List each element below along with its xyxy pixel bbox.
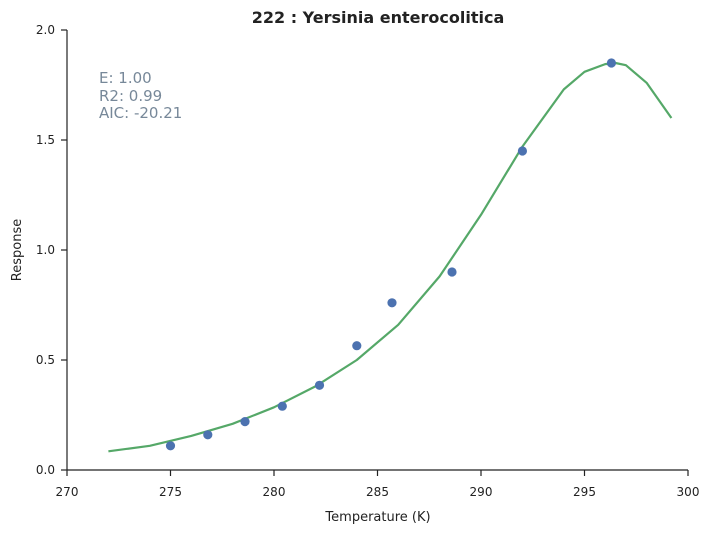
stat-r2: R2: 0.99 [99,87,162,105]
data-point [606,58,617,68]
stat-e: E: 1.00 [99,69,152,87]
data-point [165,441,176,451]
x-tick-label: 275 [159,485,182,499]
stat-aic: AIC: -20.21 [99,104,182,122]
x-tick-label: 285 [366,485,389,499]
x-axis-label: Temperature (K) [324,510,430,525]
data-point [203,430,213,440]
y-tick-label: 1.0 [36,243,55,257]
y-axis-label: Response [10,219,25,281]
x-axis-ticks: 270 275 280 285 290 295 300 [56,470,700,499]
stats-annotation: E: 1.00 R2: 0.99 AIC: -20.21 [99,69,182,122]
y-tick-label: 0.0 [36,463,55,477]
x-tick-label: 280 [263,485,286,499]
y-axis-ticks: 0.0 0.5 1.0 1.5 2.0 [36,23,67,477]
fit-curve-line [108,61,673,453]
y-tick-label: 1.5 [36,133,55,147]
data-point [277,401,287,411]
plot-series [108,58,673,453]
y-tick-label: 2.0 [36,23,55,37]
data-point [314,380,325,390]
data-point [352,341,362,351]
x-tick-label: 300 [677,485,700,499]
data-point [447,267,457,277]
x-tick-label: 270 [56,485,79,499]
data-point [387,298,397,308]
data-point [517,146,528,156]
x-tick-label: 295 [573,485,596,499]
x-tick-label: 290 [470,485,493,499]
chart-title: 222 : Yersinia enterocolitica [252,8,505,27]
y-tick-label: 0.5 [36,353,55,367]
data-point [240,417,250,427]
